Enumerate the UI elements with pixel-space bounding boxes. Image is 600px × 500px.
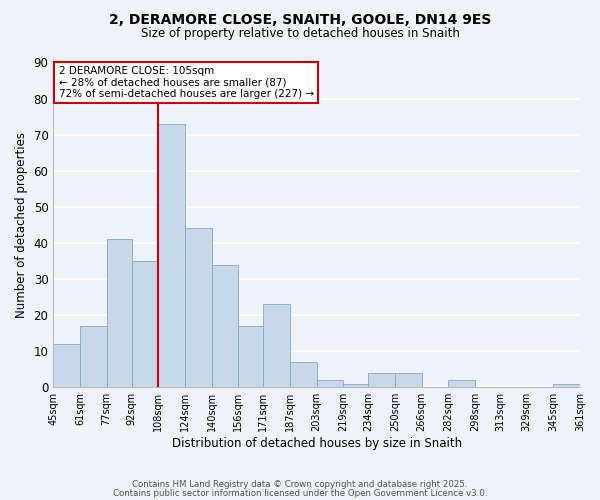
Bar	[553, 384, 580, 387]
Y-axis label: Number of detached properties: Number of detached properties	[15, 132, 28, 318]
Bar	[317, 380, 343, 387]
Bar	[395, 373, 422, 387]
Bar	[290, 362, 317, 387]
Bar	[448, 380, 475, 387]
Bar	[212, 264, 238, 387]
Text: Contains public sector information licensed under the Open Government Licence v3: Contains public sector information licen…	[113, 488, 487, 498]
Text: 2, DERAMORE CLOSE, SNAITH, GOOLE, DN14 9ES: 2, DERAMORE CLOSE, SNAITH, GOOLE, DN14 9…	[109, 12, 491, 26]
Bar	[53, 344, 80, 387]
Text: Size of property relative to detached houses in Snaith: Size of property relative to detached ho…	[140, 28, 460, 40]
Bar	[80, 326, 107, 387]
Bar	[368, 373, 395, 387]
Text: 2 DERAMORE CLOSE: 105sqm
← 28% of detached houses are smaller (87)
72% of semi-d: 2 DERAMORE CLOSE: 105sqm ← 28% of detach…	[59, 66, 314, 99]
Bar	[185, 228, 212, 387]
Text: Contains HM Land Registry data © Crown copyright and database right 2025.: Contains HM Land Registry data © Crown c…	[132, 480, 468, 489]
Bar	[263, 304, 290, 387]
Bar	[107, 240, 131, 387]
Bar	[158, 124, 185, 387]
Bar	[343, 384, 368, 387]
X-axis label: Distribution of detached houses by size in Snaith: Distribution of detached houses by size …	[172, 437, 462, 450]
Bar	[131, 261, 158, 387]
Bar	[238, 326, 263, 387]
